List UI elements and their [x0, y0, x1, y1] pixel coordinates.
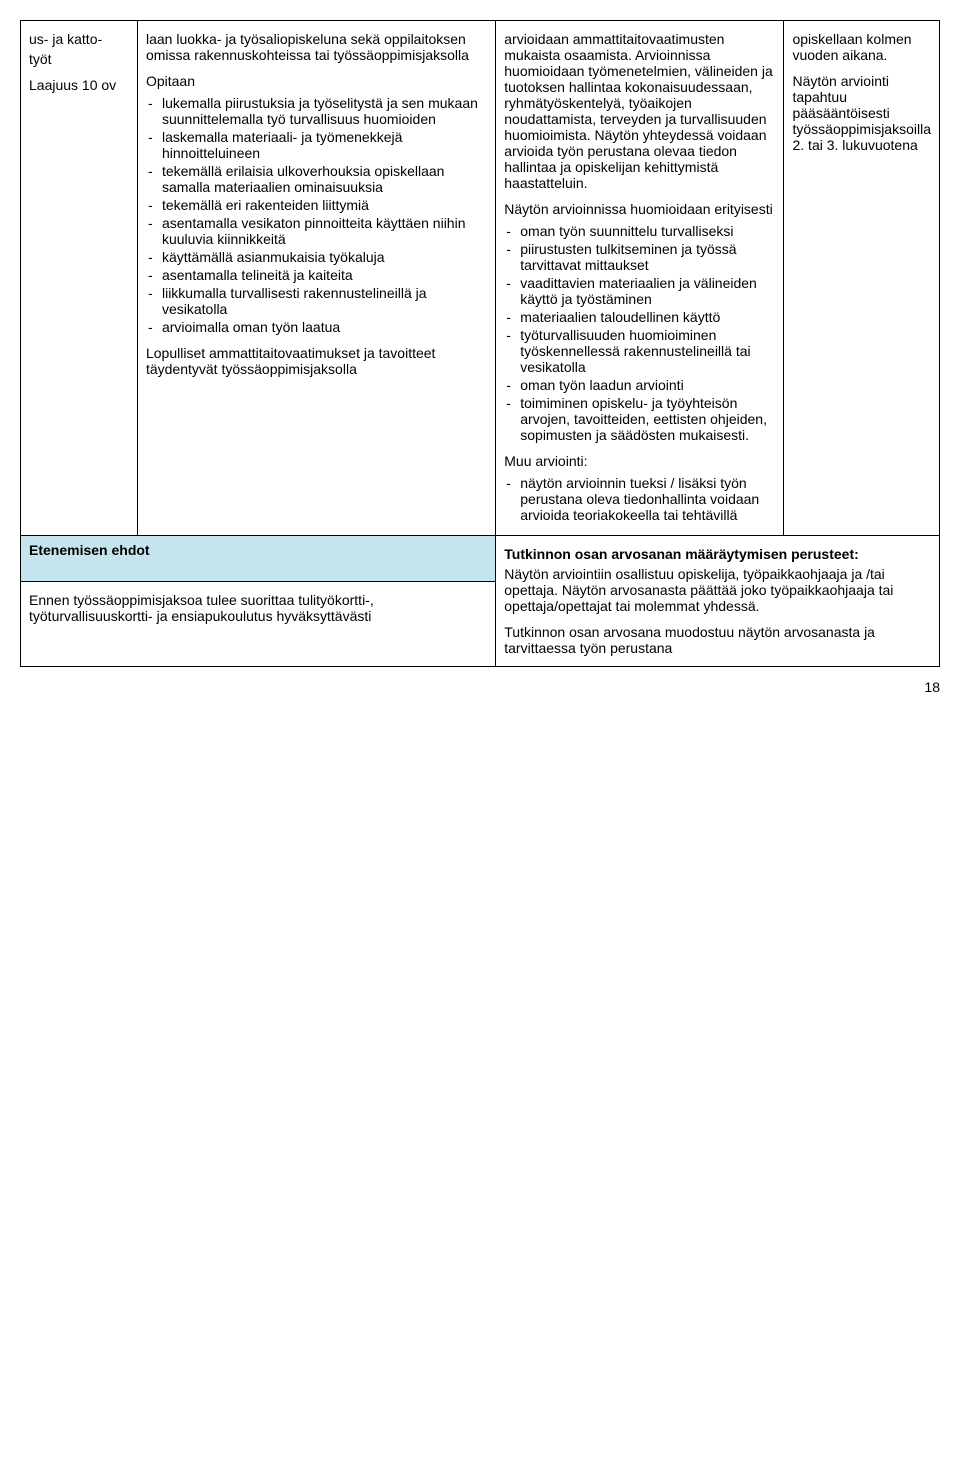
list-item: asentamalla telineitä ja kaiteita — [146, 267, 487, 283]
list-item: materiaalien taloudellinen käyttö — [504, 309, 775, 325]
learning-intro: laan luokka- ja työsaliopiskeluna sekä o… — [146, 31, 487, 63]
timing-p1: opiskellaan kolmen vuoden aikana. — [792, 31, 931, 63]
list-item: liikkumalla turvallisesti rakennusteline… — [146, 285, 487, 317]
list-item: toimiminen opiskelu- ja työyhteisön arvo… — [504, 395, 775, 443]
conditions-right: Tutkinnon osan arvosanan määräytymisen p… — [496, 536, 940, 667]
conditions-header-left: Etenemisen ehdot — [21, 536, 496, 582]
document-table: us- ja katto- työt Laajuus 10 ov laan lu… — [20, 20, 940, 667]
list-item: vaadittavien materiaalien ja välineiden … — [504, 275, 775, 307]
page-number: 18 — [20, 679, 940, 695]
topic-text-3: Laajuus 10 ov — [29, 77, 129, 93]
list-item: lukemalla piirustuksia ja työselitystä j… — [146, 95, 487, 127]
grade-title: Tutkinnon osan arvosanan määräytymisen p… — [504, 546, 859, 562]
col-assessment: arvioidaan ammattitaitovaatimusten mukai… — [496, 21, 784, 536]
learning-closing: Lopulliset ammattitaitovaatimukset ja ta… — [146, 345, 487, 377]
assessment-list: oman työn suunnittelu turvalliseksi piir… — [504, 223, 775, 443]
list-item: työturvallisuuden huomioiminen työskenne… — [504, 327, 775, 375]
list-item: tekemällä eri rakenteiden liittymiä — [146, 197, 487, 213]
muu-list: näytön arvioinnin tueksi / lisäksi työn … — [504, 475, 775, 523]
timing-p2: Näytön arviointi tapahtuu pääsääntöisest… — [792, 73, 931, 153]
muu-title: Muu arviointi: — [504, 453, 775, 469]
list-item: oman työn suunnittelu turvalliseksi — [504, 223, 775, 239]
list-item: piirustusten tulkitseminen ja työssä tar… — [504, 241, 775, 273]
list-item: asentamalla vesikaton pinnoitteita käytt… — [146, 215, 487, 247]
list-item: tekemällä erilaisia ulkoverhouksia opisk… — [146, 163, 487, 195]
list-item: laskemalla materiaali- ja työmenekkejä h… — [146, 129, 487, 161]
assessment-p1: arvioidaan ammattitaitovaatimusten mukai… — [504, 31, 775, 191]
grade-p2: Tutkinnon osan arvosana muodostuu näytön… — [504, 624, 931, 656]
col-timing: opiskellaan kolmen vuoden aikana. Näytön… — [784, 21, 940, 536]
opitaan-heading: Opitaan — [146, 73, 487, 89]
conditions-header-row: Etenemisen ehdot Tutkinnon osan arvosana… — [21, 536, 940, 582]
conditions-body-left: Ennen työssäoppimisjaksoa tulee suoritta… — [21, 582, 496, 667]
conditions-body-text: Ennen työssäoppimisjaksoa tulee suoritta… — [29, 592, 487, 624]
list-item: arvioimalla oman työn laatua — [146, 319, 487, 335]
assessment-list-title: Näytön arvioinnissa huomioidaan erityise… — [504, 201, 775, 217]
topic-text-2: työt — [29, 51, 129, 67]
content-row: us- ja katto- työt Laajuus 10 ov laan lu… — [21, 21, 940, 536]
list-item: käyttämällä asianmukaisia työkaluja — [146, 249, 487, 265]
conditions-title: Etenemisen ehdot — [29, 542, 150, 558]
list-item: näytön arvioinnin tueksi / lisäksi työn … — [504, 475, 775, 523]
list-item: oman työn laadun arviointi — [504, 377, 775, 393]
opitaan-list: lukemalla piirustuksia ja työselitystä j… — [146, 95, 487, 335]
col-topic: us- ja katto- työt Laajuus 10 ov — [21, 21, 138, 536]
col-learning: laan luokka- ja työsaliopiskeluna sekä o… — [137, 21, 495, 536]
topic-text-1: us- ja katto- — [29, 31, 129, 47]
grade-p1: Näytön arviointiin osallistuu opiskelija… — [504, 566, 931, 614]
